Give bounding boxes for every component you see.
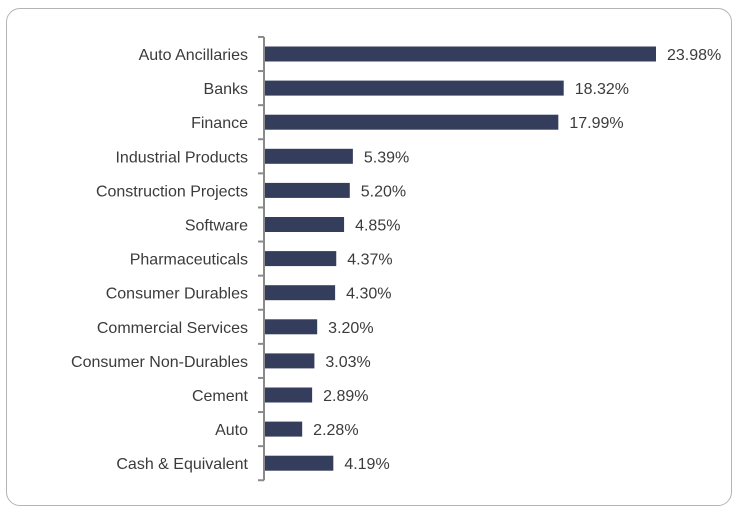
data-label: 3.20%	[328, 320, 373, 337]
bar	[265, 46, 656, 62]
bar	[265, 421, 303, 437]
category-label: Cement	[192, 388, 249, 405]
bar	[265, 217, 345, 232]
bar	[265, 387, 313, 403]
category-label: Consumer Non-Durables	[71, 354, 248, 371]
data-label: 23.98%	[667, 47, 721, 64]
bar	[265, 353, 315, 369]
data-label: 2.89%	[323, 388, 368, 405]
bar	[265, 80, 564, 96]
bar	[265, 455, 334, 471]
bar	[265, 251, 337, 267]
category-label: Industrial Products	[115, 149, 248, 166]
category-label: Software	[185, 218, 248, 235]
data-label: 4.37%	[347, 252, 392, 269]
category-label: Commercial Services	[97, 320, 248, 337]
bar	[265, 285, 336, 301]
bar	[265, 114, 559, 130]
data-label: 17.99%	[569, 115, 623, 132]
category-label: Pharmaceuticals	[130, 252, 248, 269]
bar	[265, 182, 350, 198]
category-label: Banks	[204, 81, 248, 98]
data-label: 3.03%	[325, 354, 370, 371]
bar	[265, 319, 318, 335]
category-label: Auto Ancillaries	[139, 47, 248, 64]
category-label: Cash & Equivalent	[116, 456, 248, 473]
category-label: Finance	[191, 115, 248, 132]
data-label: 4.19%	[344, 456, 389, 473]
category-label: Consumer Durables	[106, 286, 248, 303]
data-label: 5.20%	[361, 183, 406, 200]
data-label: 4.30%	[346, 286, 391, 303]
category-label: Auto	[215, 422, 248, 439]
data-label: 5.39%	[364, 149, 409, 166]
data-label: 4.85%	[355, 218, 400, 235]
bar	[265, 148, 353, 164]
data-label: 2.28%	[313, 422, 358, 439]
data-label: 18.32%	[575, 81, 629, 98]
category-label: Construction Projects	[96, 183, 248, 200]
